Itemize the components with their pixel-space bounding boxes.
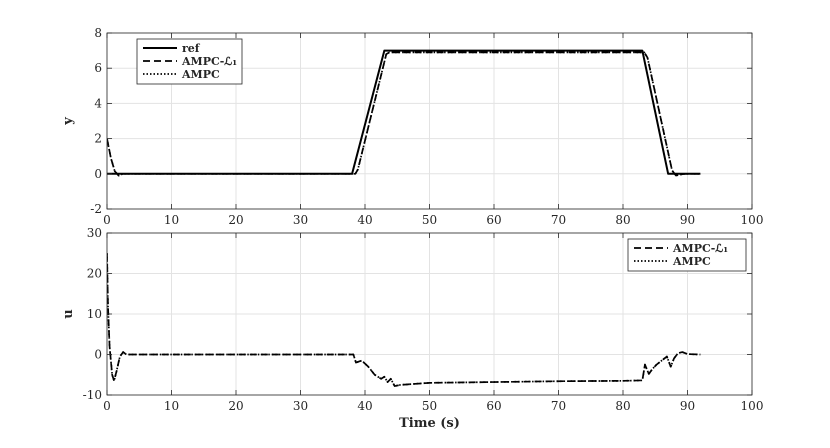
y-tick-label: 20 [87,267,102,281]
x-axis-label: Time (s) [399,416,460,431]
series-line [107,51,701,177]
x-tick-label: 50 [422,399,437,413]
legend-label: AMPC [672,255,711,268]
y-axis-label: y [61,117,76,126]
x-tick-label: 50 [422,213,437,227]
panel-top: 0 10 20 30 40 50 60 70 80 90 100-202468yrefAMPC-ℒ₁… [61,26,763,227]
x-tick-label: 0 [103,399,111,413]
y-axis-label: u [61,309,76,318]
legend-label: AMPC [181,68,220,81]
x-tick-label: 70 [551,213,566,227]
y-tick-label: 0 [94,167,102,181]
legend-label: AMPC-ℒ₁ [672,242,728,255]
y-tick-label: 30 [87,226,102,240]
y-tick-label: 10 [87,307,102,321]
legend-box [627,238,747,272]
y-tick-label: 4 [94,96,102,110]
x-tick-label: 10 [164,399,179,413]
x-tick-label: 30 [293,399,308,413]
x-tick-label: 60 [486,213,501,227]
legend-label: ref [182,42,201,55]
y-tick-label: 8 [94,26,102,40]
x-tick-label: 100 [741,399,764,413]
x-tick-label: 90 [680,399,695,413]
x-tick-label: 90 [680,213,695,227]
x-tick-label: 70 [551,399,566,413]
y-tick-label: 6 [94,61,102,75]
series-line [107,253,701,387]
x-tick-label: 20 [228,399,243,413]
x-tick-label: 30 [293,213,308,227]
x-tick-label: 0 [103,213,111,227]
y-tick-label: -2 [90,202,102,216]
x-tick-label: 100 [741,213,764,227]
x-tick-label: 10 [164,213,179,227]
x-tick-label: 20 [228,213,243,227]
x-tick-label: 60 [486,399,501,413]
y-tick-label: 0 [94,348,102,362]
y-tick-label: 2 [94,132,102,146]
y-tick-label: -10 [83,388,102,402]
x-tick-label: 80 [615,213,630,227]
x-tick-label: 80 [615,399,630,413]
x-tick-label: 40 [357,213,372,227]
x-tick-label: 40 [357,399,372,413]
legend-label: AMPC-ℒ₁ [181,55,237,68]
